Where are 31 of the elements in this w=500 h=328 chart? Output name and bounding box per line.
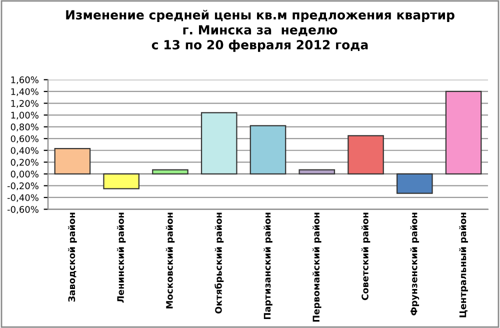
x-tick-label: Московский район bbox=[166, 212, 175, 308]
x-tick-label: Партизанский район bbox=[264, 212, 272, 320]
x-tick-label: Ленинский район bbox=[116, 212, 126, 303]
x-tick-label: Фрунзенский район bbox=[410, 212, 420, 316]
y-tick-label: 1,60% bbox=[11, 76, 38, 84]
x-tick-label: Заводской район bbox=[68, 212, 77, 302]
y-tick-label: 0,00% bbox=[10, 170, 38, 178]
y-tick-label: 0,20% bbox=[10, 158, 38, 167]
bar bbox=[396, 173, 433, 194]
bar bbox=[200, 112, 238, 174]
bar bbox=[445, 90, 482, 174]
y-tick-label: -0,20% bbox=[7, 182, 38, 190]
y-tick-label: 1,00% bbox=[11, 112, 38, 120]
x-tick-label: Советский район bbox=[361, 212, 370, 300]
x-tick-label: Октябрьский район bbox=[214, 212, 224, 314]
y-tick-label: 0,80% bbox=[10, 124, 38, 132]
bar bbox=[348, 135, 384, 174]
x-tick-label: Первомайский район bbox=[312, 212, 322, 322]
x-tick-label: Центральный район bbox=[459, 212, 468, 318]
y-tick-label: 0,60% bbox=[10, 135, 38, 144]
bar bbox=[298, 169, 336, 174]
y-tick-label: 1,20% bbox=[11, 100, 38, 108]
y-tick-label: -0,60% bbox=[7, 206, 38, 214]
bar bbox=[250, 125, 286, 174]
y-tick-label: -0,40% bbox=[7, 194, 38, 202]
y-tick-label: 0,40% bbox=[10, 147, 38, 155]
bar bbox=[103, 173, 140, 190]
bar bbox=[152, 169, 188, 174]
chart-title: Изменение средней цены кв.м предложения квартир г. Минска за неделю с 13 по 20 февраля 2012 года bbox=[66, 10, 454, 52]
y-tick-label: 1,40% bbox=[11, 88, 38, 96]
bar bbox=[54, 148, 91, 174]
